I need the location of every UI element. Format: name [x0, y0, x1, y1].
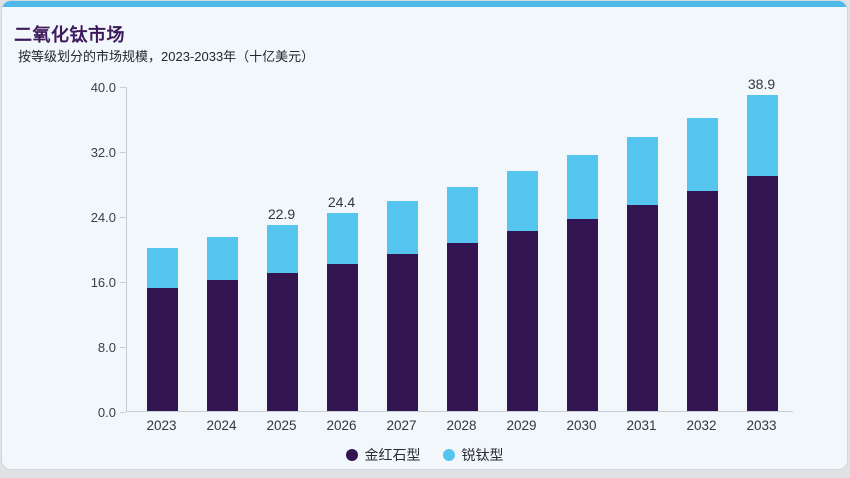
bar-segment-2028: [447, 242, 478, 411]
bar-segment-2029: [507, 171, 538, 232]
bar-segment-2029: [507, 231, 538, 411]
chart-title: 二氧化钛市场: [14, 25, 125, 45]
bar-segment-2032: [687, 190, 718, 411]
y-axis-tick: [120, 282, 126, 283]
bar-total-label: 22.9: [267, 205, 296, 222]
y-axis-label: 16.0: [90, 275, 116, 290]
y-axis-tick: [120, 347, 126, 348]
bar-total-label: 24.4: [327, 193, 356, 210]
x-axis-label: 2033: [746, 418, 777, 433]
y-axis-label: 24.0: [90, 210, 116, 225]
y-axis-label: 40.0: [90, 80, 116, 95]
plot-area: [126, 87, 793, 412]
y-axis-label: 8.0: [97, 340, 116, 355]
x-axis-label: 2024: [206, 418, 237, 433]
chart-card: 二氧化钛市场 按等级划分的市场规模，2023-2033年（十亿美元） 金红石型 锐…: [1, 0, 848, 470]
chart-subtitle: 按等级划分的市场规模，2023-2033年（十亿美元）: [18, 49, 315, 64]
x-axis-label: 2027: [386, 418, 417, 433]
legend-label: 金红石型: [364, 447, 421, 463]
x-axis-label: 2026: [326, 418, 357, 433]
bar-segment-2024: [207, 237, 238, 281]
chart-legend: 金红石型 锐钛型: [2, 445, 847, 465]
legend-item: 锐钛型: [442, 445, 504, 465]
bar-segment-2031: [627, 137, 658, 206]
bar-segment-2028: [447, 186, 478, 243]
bar-segment-2027: [387, 200, 418, 255]
top-accent-bar: [2, 1, 847, 7]
bar-segment-2030: [567, 155, 598, 220]
bar-segment-2026: [327, 212, 358, 264]
y-axis-tick: [120, 217, 126, 218]
bar-segment-2027: [387, 254, 418, 411]
y-axis-tick: [120, 87, 126, 88]
bar-segment-2026: [327, 263, 358, 411]
x-axis-label: 2029: [506, 418, 537, 433]
x-axis-label: 2028: [446, 418, 477, 433]
x-axis-label: 2031: [626, 418, 657, 433]
y-axis-label: 0.0: [97, 405, 116, 420]
x-axis-label: 2023: [146, 418, 177, 433]
y-axis-tick: [120, 412, 126, 413]
bar-segment-2023: [147, 287, 178, 411]
legend-label: 锐钛型: [461, 447, 504, 463]
bar-segment-2030: [567, 219, 598, 411]
legend-dot-icon: [442, 449, 455, 461]
bar-segment-2032: [687, 117, 718, 191]
bar-segment-2023: [147, 247, 178, 288]
y-axis-label: 32.0: [90, 145, 116, 160]
bar-total-label: 38.9: [747, 75, 776, 92]
legend-item: 金红石型: [345, 445, 421, 465]
y-axis-tick: [120, 152, 126, 153]
bar-segment-2033: [747, 94, 778, 177]
x-axis-label: 2025: [266, 418, 297, 433]
bar-segment-2024: [207, 280, 238, 411]
bar-segment-2025: [267, 272, 298, 411]
x-axis-label: 2030: [566, 418, 597, 433]
bar-segment-2031: [627, 205, 658, 411]
bar-segment-2033: [747, 176, 778, 411]
bar-segment-2025: [267, 224, 298, 273]
x-axis-label: 2032: [686, 418, 717, 433]
legend-dot-icon: [345, 449, 358, 461]
